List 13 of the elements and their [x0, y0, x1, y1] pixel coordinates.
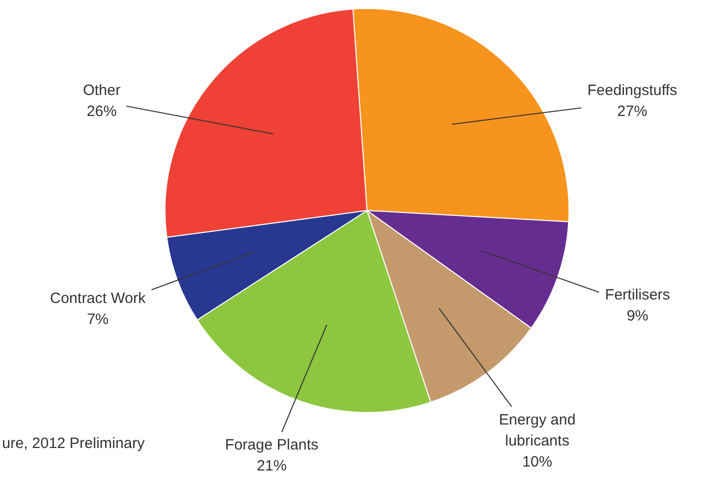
slice-label: Forage Plants: [225, 436, 318, 454]
slice-label: Fertilisers: [605, 286, 670, 304]
data-label: 26%: [86, 103, 117, 120]
data-label: 7%: [86, 311, 109, 328]
data-label: 27%: [617, 103, 648, 120]
data-label: 10%: [522, 454, 552, 471]
slice-label: Other: [82, 82, 120, 100]
text: ure, 2012 Preliminary: [2, 435, 146, 452]
data-label: 9%: [626, 307, 648, 324]
data-label: 21%: [256, 458, 287, 475]
slice-label: Energy and lubricants: [498, 412, 576, 450]
slice-label: Contract Work: [50, 290, 146, 308]
slice-label: Feedingstuffs: [587, 82, 678, 100]
